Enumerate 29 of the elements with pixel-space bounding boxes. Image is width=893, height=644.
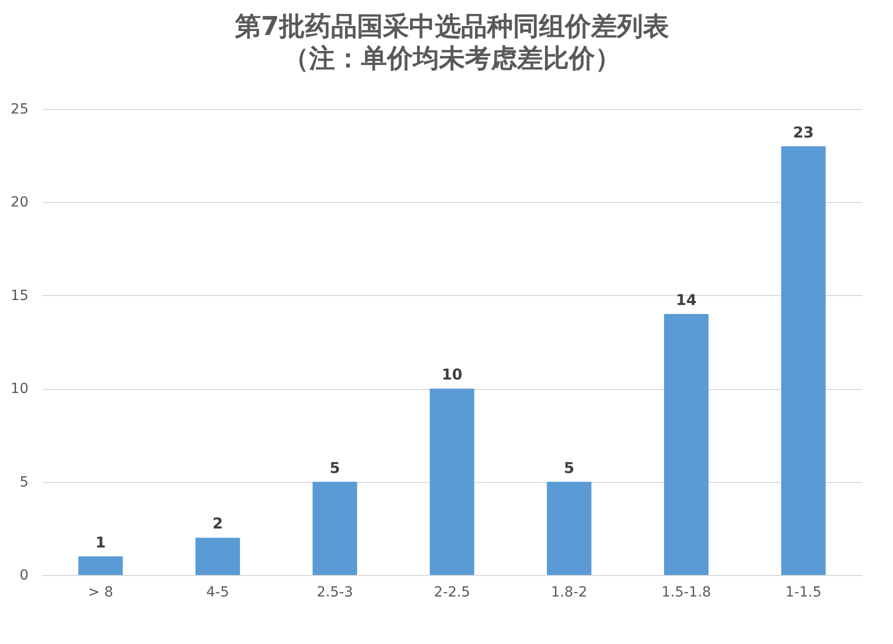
y-tick-label: 20 bbox=[10, 194, 28, 211]
x-tick-label: 1.8-2 bbox=[551, 584, 588, 600]
y-tick-label: 0 bbox=[20, 568, 28, 584]
chart-subtitle: （注：单价均未考虑差比价） bbox=[283, 44, 621, 74]
x-tick-label: 1.5-1.8 bbox=[661, 584, 712, 600]
bar bbox=[546, 482, 592, 575]
y-tick-label: 10 bbox=[10, 381, 28, 398]
bar bbox=[781, 146, 826, 575]
bar bbox=[430, 388, 474, 575]
data-label: 14 bbox=[676, 291, 697, 310]
bar bbox=[664, 314, 709, 575]
chart-title: 第7批药品国采中选品种同组价差列表 bbox=[234, 12, 670, 42]
data-label: 23 bbox=[792, 123, 814, 142]
x-tick-label: 4-5 bbox=[206, 584, 230, 600]
data-label: 10 bbox=[442, 366, 462, 384]
y-tick-label: 5 bbox=[20, 474, 28, 490]
data-label: 5 bbox=[330, 458, 340, 477]
x-tick-label: 2.5-3 bbox=[316, 584, 353, 600]
y-tick-label: 25 bbox=[10, 102, 28, 118]
bar bbox=[195, 538, 240, 575]
data-label: 2 bbox=[212, 514, 223, 533]
data-label: 5 bbox=[564, 458, 574, 477]
x-tick-label: 2-2.5 bbox=[434, 584, 470, 600]
x-tick-label: > 8 bbox=[88, 584, 114, 600]
bar bbox=[312, 482, 358, 575]
x-tick-label: 1-1.5 bbox=[785, 584, 822, 600]
y-tick-label: 15 bbox=[10, 288, 28, 304]
data-label: 1 bbox=[95, 533, 106, 552]
bar bbox=[78, 556, 123, 575]
